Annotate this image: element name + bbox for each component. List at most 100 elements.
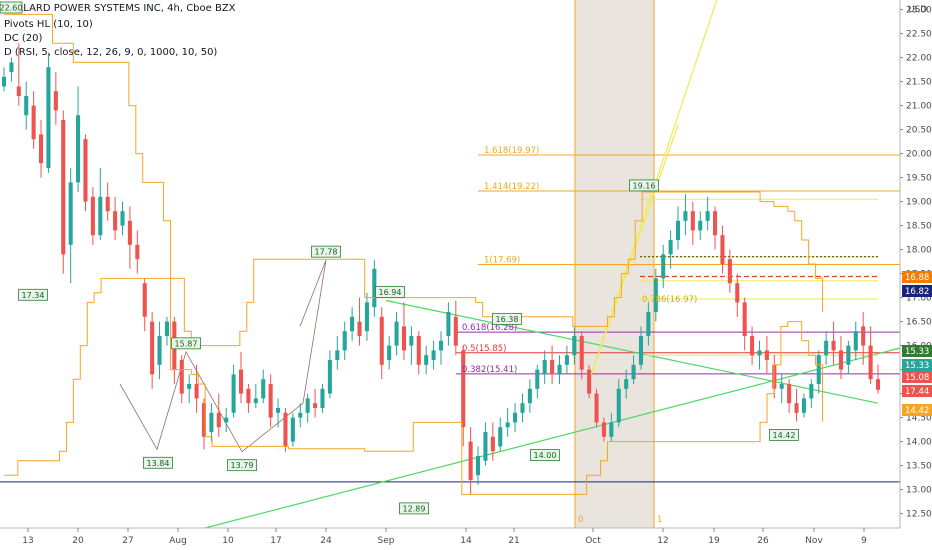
candle-body [401,326,407,351]
candle-body [853,331,858,351]
pivot-label-box [399,502,429,515]
candle-body [720,235,725,264]
candle-body [142,283,147,317]
candle-body [179,360,184,394]
trendline-green-down [385,299,879,404]
candle-body [794,403,799,413]
price-tag-label: 15.33 [905,347,929,357]
candle-body [357,321,362,336]
candle-body [757,350,762,356]
candle-body [1,76,7,87]
candles-layer [1,43,881,495]
price-tick-label: 21.50 [906,78,932,88]
pivot-label-box [530,449,560,462]
candle-body [468,441,473,480]
candle-body [327,360,332,394]
pivot-label-box [227,459,257,472]
time-axis[interactable]: 13 20 27 Aug 10 17 24 Sep 14 21 Oct 12 19 26 Nov 9 [0,527,900,546]
candle-body [779,384,784,389]
candle-body [364,302,369,332]
candle-body [498,427,503,447]
candle-body [564,355,569,365]
candle-body [216,412,221,428]
pivot-label: 14.42 [773,431,796,440]
time-tick-label: 14 [460,536,472,546]
fib-level-label: 1.414(19.22) [484,182,539,192]
candle-body [875,379,881,390]
price-tag-box [902,359,932,371]
candle-body [164,321,169,336]
time-tick-label: 13 [22,536,33,546]
price-tick-label: 23.00 [906,6,932,16]
candle-body [135,244,140,260]
price-tag-label: 15.33 [905,361,929,371]
candle-body [587,369,592,394]
price-tick-label: 14.50 [906,414,932,424]
candle-body [283,412,288,447]
price-tag-box [902,371,932,383]
candle-body [453,316,458,346]
candle-body [120,211,125,226]
candle-body [690,211,695,231]
donchian-channel [4,13,824,495]
donchian-upper [4,13,824,347]
candle-body [675,220,681,240]
candle-body [594,393,599,423]
price-tick-label: 19.00 [906,198,932,208]
price-tick-label: 21.00 [906,102,932,112]
top-value-box [0,1,23,14]
candle-body [601,422,606,437]
pivot-label: 19.16 [633,181,656,190]
price-tag-label: 15.08 [905,373,929,383]
candle-body [787,384,792,404]
candle-body [661,254,666,279]
price-tick-label: 13.00 [906,486,932,496]
pivot-label: 17.34 [22,291,45,300]
price-tick-label: 16.50 [906,318,932,328]
candle-body [527,388,532,404]
pivot-label-box [311,245,341,258]
price-tick-label: 22.00 [906,54,932,64]
time-tick-label: Nov [805,536,823,546]
candle-body [46,67,51,168]
donchian-lower [4,277,824,495]
price-tag-label: 17.44 [905,387,929,397]
indicator-dc-label: DC (20) [4,33,43,44]
top-value-label: 22.60 [0,4,22,13]
candle-body [490,436,495,452]
candle-body [372,268,377,308]
pivot-label: 16.94 [379,288,402,297]
fib-level-label: 0.5(15.85) [462,344,506,354]
candle-body [550,360,555,375]
candle-body [16,86,21,96]
candle-body [624,379,629,389]
candle-body [335,350,340,360]
trendline-green-up [204,347,901,529]
candle-body [838,350,844,370]
candle-body [290,417,295,442]
time-tick-label: Sep [378,536,395,546]
fib-level-label: 0.382(15.41) [462,365,517,375]
candle-body [572,336,577,356]
price-tick-label: 17.00 [906,294,932,304]
price-tick-label: 14.00 [906,438,932,448]
candle-body [801,398,806,413]
time-tick-label: 17 [270,536,281,546]
time-tick-label: 26 [757,536,769,546]
time-tick-label: 9 [861,536,867,546]
pivot-label-box [769,429,799,441]
fib-level-label: 1(17.69) [484,255,520,265]
price-axis[interactable]: 12.5013.0013.5014.0014.5015.0015.5016.00… [899,0,932,550]
candle-body [231,374,236,413]
candle-body [24,96,29,116]
price-tick-label: 18.50 [906,222,932,232]
candle-body [68,182,73,245]
cycle-label-0: 0 [578,515,583,525]
candle-body [638,336,644,365]
candle-body [483,432,488,461]
candle-body [461,350,466,428]
fib-level-label: 1.618(19.97) [484,146,539,156]
candle-body [742,302,747,336]
price-tag-label: 16.88 [905,273,929,283]
